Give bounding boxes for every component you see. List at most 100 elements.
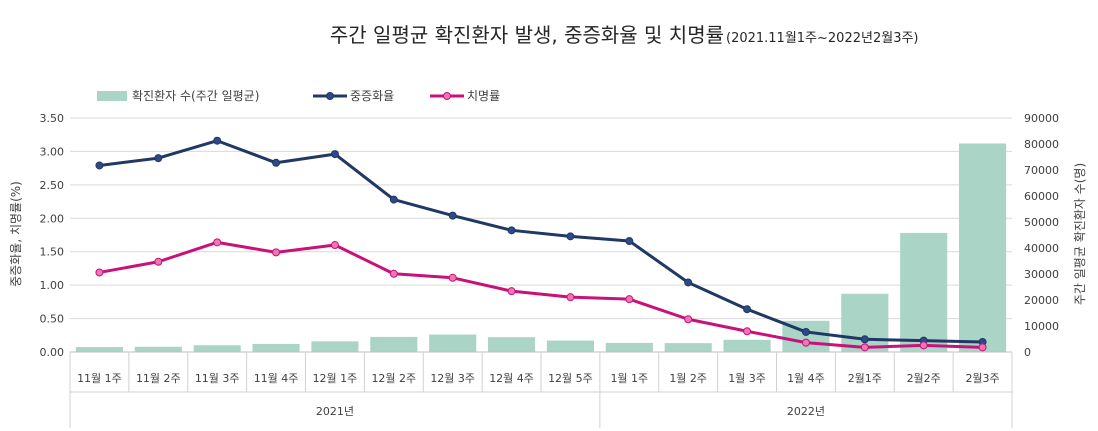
bar [134, 346, 182, 352]
bar [488, 337, 536, 352]
severity-point [213, 136, 222, 145]
bar [429, 334, 477, 352]
chart-title-sub: (2021.11월1주~2022년2월3주) [726, 31, 919, 46]
right-tick-label: 80000 [1024, 138, 1059, 151]
severity-point [566, 232, 575, 241]
bar [605, 342, 653, 352]
line-series [95, 136, 987, 352]
legend-label-fatality: 치명률 [467, 89, 500, 103]
fatality-point [154, 257, 163, 266]
right-tick-label: 30000 [1024, 268, 1059, 281]
left-tick-label: 2.00 [40, 212, 65, 225]
fatality-point [684, 315, 693, 324]
legend-marker-fatality [443, 92, 451, 100]
bar-series [75, 143, 1007, 352]
x-tick-label: 1월 4주 [787, 372, 825, 385]
x-tick-label: 1월 2주 [669, 372, 707, 385]
x-tick-label: 2월1주 [848, 372, 882, 385]
fatality-point [507, 287, 516, 296]
x-tick-label: 11월 1주 [77, 372, 122, 385]
right-tick-label: 0 [1024, 346, 1031, 359]
left-tick-label: 3.00 [40, 145, 65, 158]
x-tick-label: 12월 2주 [371, 372, 416, 385]
x-tick-label: 11월 2주 [136, 372, 181, 385]
fatality-point [272, 248, 281, 257]
severity-point [507, 226, 516, 235]
severity-point [860, 335, 869, 344]
left-tick-label: 0.00 [40, 346, 65, 359]
fatality-line [99, 240, 983, 349]
right-axis: 0 10000 20000 30000 40000 50000 60000 70000 8000… [1024, 112, 1059, 359]
fatality-point [919, 341, 928, 350]
bar [664, 343, 712, 352]
fatality-point [330, 241, 339, 250]
legend-marker-severity [326, 92, 334, 100]
severity-point [95, 161, 104, 170]
left-tick-label: 0.50 [40, 313, 65, 326]
severity-point [154, 154, 163, 163]
left-axis: 0.00 0.50 1.00 1.50 2.00 2.50 3.00 3.50 [40, 112, 65, 359]
fatality-point [389, 269, 398, 278]
x-tick-label: 2월3주 [965, 372, 999, 385]
right-tick-label: 50000 [1024, 216, 1059, 229]
x-tick-label: 2월2주 [907, 372, 941, 385]
severity-point [330, 150, 339, 159]
right-tick-label: 40000 [1024, 242, 1059, 255]
right-tick-label: 90000 [1024, 112, 1059, 125]
x-tick-label: 1월 3주 [728, 372, 766, 385]
bar [370, 336, 418, 352]
bar [723, 339, 771, 352]
bar [252, 343, 300, 352]
x-tick-label: 12월 1주 [313, 372, 358, 385]
x-tick-label: 11월 3주 [195, 372, 240, 385]
severity-point [389, 195, 398, 204]
legend-swatch-cases [97, 91, 127, 101]
left-tick-label: 2.50 [40, 179, 65, 192]
chart-title: 주간 일평균 확진환자 발생, 중증화율 및 치명률 (2021.11월1주~2… [330, 23, 919, 47]
severity-point [684, 278, 693, 287]
x-tick-label: 12월 3주 [430, 372, 475, 385]
legend-label-cases: 확진환자 수(주간 일평균) [132, 89, 259, 103]
fatality-point [625, 295, 634, 304]
left-tick-label: 1.00 [40, 279, 65, 292]
fatality-point [566, 293, 575, 302]
left-tick-label: 1.50 [40, 246, 65, 259]
year-group-label: 2022년 [787, 405, 825, 418]
left-tick-label: 3.50 [40, 112, 65, 125]
fatality-point [448, 273, 457, 282]
x-tick-label: 12월 5주 [548, 372, 593, 385]
chart-title-main: 주간 일평균 확진환자 발생, 중증화율 및 치명률 [330, 23, 724, 47]
right-tick-label: 60000 [1024, 190, 1059, 203]
severity-point [272, 158, 281, 167]
x-axis: 11월 1주 11월 2주 11월 3주 11월 4주 12월 1주 12월 2주 12월 … [69, 351, 1013, 428]
x-tick-label: 12월 4주 [489, 372, 534, 385]
right-tick-label: 20000 [1024, 294, 1059, 307]
year-group-label: 2021년 [316, 405, 354, 418]
x-tick-label: 11월 4주 [254, 372, 299, 385]
right-tick-label: 70000 [1024, 164, 1059, 177]
legend-label-severity: 중증화율 [350, 89, 394, 103]
severity-point [448, 211, 457, 220]
fatality-point [213, 238, 222, 247]
bar [900, 232, 948, 352]
bar [193, 345, 241, 352]
bar [546, 340, 594, 352]
x-tick-label: 1월 1주 [610, 372, 648, 385]
fatality-point [743, 327, 752, 336]
severity-line [99, 139, 983, 344]
fatality-point [801, 338, 810, 347]
legend: 확진환자 수(주간 일평균) 중증화율 치명률 [97, 89, 500, 103]
fatality-point [978, 343, 987, 352]
bar [959, 143, 1007, 352]
severity-point [743, 305, 752, 314]
fatality-point [860, 343, 869, 352]
fatality-point [95, 268, 104, 277]
bar [311, 341, 359, 352]
severity-point [625, 237, 634, 246]
bar [75, 347, 123, 352]
severity-point [801, 327, 810, 336]
right-tick-label: 10000 [1024, 320, 1059, 333]
right-axis-title: 주간 일평균 확진환자 수(명) [1073, 163, 1087, 305]
left-axis-title: 중증화율, 치명률(%) [9, 181, 23, 287]
